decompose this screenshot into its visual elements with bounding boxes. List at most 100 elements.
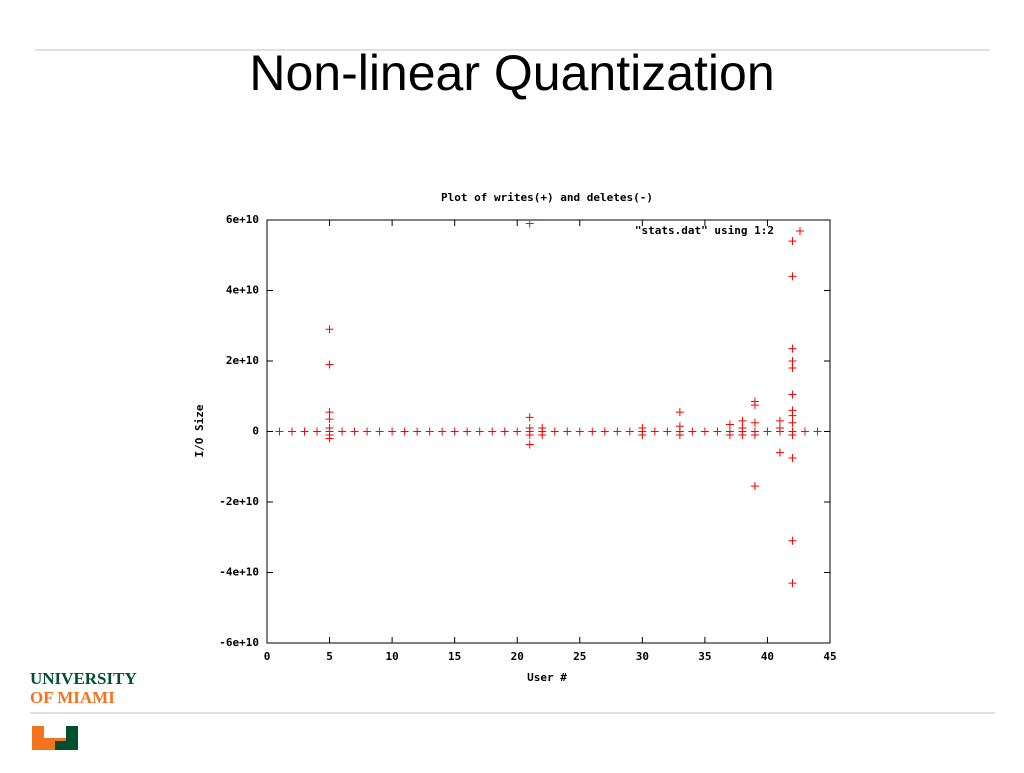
point: [300, 427, 309, 436]
point: [750, 418, 759, 427]
point: [475, 427, 484, 436]
legend-key: [796, 227, 804, 235]
legend-label: "stats.dat" using 1:2: [635, 224, 774, 237]
logo-text: UNIVERSITY: [30, 669, 137, 688]
point: [675, 422, 684, 431]
point: [400, 427, 409, 436]
point: [313, 427, 322, 436]
point: [788, 431, 797, 440]
point: [650, 427, 659, 436]
point: [688, 427, 697, 436]
point: [788, 411, 797, 420]
point: [625, 427, 634, 436]
x-tick-label: 35: [698, 650, 711, 663]
point: [538, 423, 547, 432]
point: [788, 453, 797, 462]
point: [363, 427, 372, 436]
y-tick-label: 6e+10: [226, 213, 259, 226]
point: [613, 427, 622, 436]
point: [663, 427, 672, 436]
point: [588, 427, 597, 436]
point: [500, 427, 509, 436]
y-axis-label: I/O Size: [193, 404, 206, 457]
point: [775, 448, 784, 457]
y-tick-label: 4e+10: [226, 284, 259, 297]
point: [775, 416, 784, 425]
point: [738, 416, 747, 425]
point: [725, 420, 734, 429]
x-axis-label: User #: [527, 671, 567, 684]
x-tick-label: 0: [264, 650, 271, 663]
point: [525, 423, 534, 432]
point: [725, 431, 734, 440]
point: [788, 418, 797, 427]
x-tick-label: 40: [761, 650, 774, 663]
point: [550, 427, 559, 436]
point: [563, 427, 572, 436]
point: [450, 427, 459, 436]
point: [750, 431, 759, 440]
point: [513, 427, 522, 436]
point: [438, 427, 447, 436]
point: [763, 427, 772, 436]
y-tick-label: -6e+10: [219, 636, 259, 649]
point: [425, 427, 434, 436]
y-tick-label: -2e+10: [219, 495, 259, 508]
point: [525, 219, 534, 228]
y-tick-label: 2e+10: [226, 354, 259, 367]
point: [325, 360, 334, 369]
point: [375, 427, 384, 436]
point: [350, 427, 359, 436]
point: [575, 427, 584, 436]
point: [525, 413, 534, 422]
x-tick-label: 15: [448, 650, 461, 663]
point: [413, 427, 422, 436]
point: [788, 364, 797, 373]
point: [788, 579, 797, 588]
point: [813, 427, 822, 436]
point: [388, 427, 397, 436]
x-tick-label: 5: [326, 650, 333, 663]
point: [638, 431, 647, 440]
point: [788, 357, 797, 365]
point: [638, 423, 647, 432]
x-tick-label: 45: [823, 650, 836, 663]
x-tick-label: 10: [385, 650, 398, 663]
point: [713, 427, 722, 436]
point: [675, 431, 684, 440]
point: [738, 423, 747, 432]
x-tick-label: 20: [511, 650, 524, 663]
point: [325, 415, 334, 424]
logo-text: OF MIAMI: [30, 688, 115, 707]
y-tick-label: -4e+10: [219, 566, 259, 579]
point: [700, 427, 709, 436]
point: [288, 427, 297, 436]
point: [600, 427, 609, 436]
logo-mark: [32, 726, 78, 750]
point: [538, 431, 547, 440]
y-tick-label: 0: [252, 425, 259, 438]
point: [325, 325, 334, 334]
point: [800, 427, 809, 436]
point: [788, 536, 797, 545]
point: [488, 427, 497, 436]
point: [275, 427, 284, 436]
point: [525, 440, 534, 449]
point: [525, 431, 534, 440]
point: [325, 423, 334, 432]
point: [788, 237, 797, 246]
point: [788, 390, 797, 399]
point: [788, 344, 797, 353]
point: [338, 427, 347, 436]
point: [463, 427, 472, 436]
x-tick-label: 30: [636, 650, 649, 663]
point: [325, 408, 334, 417]
point: [788, 272, 797, 281]
point: [775, 423, 784, 432]
point: [675, 408, 684, 417]
x-tick-label: 25: [573, 650, 586, 663]
slide-title: Non-linear Quantization: [249, 45, 774, 101]
point: [738, 431, 747, 440]
point: [750, 482, 759, 491]
